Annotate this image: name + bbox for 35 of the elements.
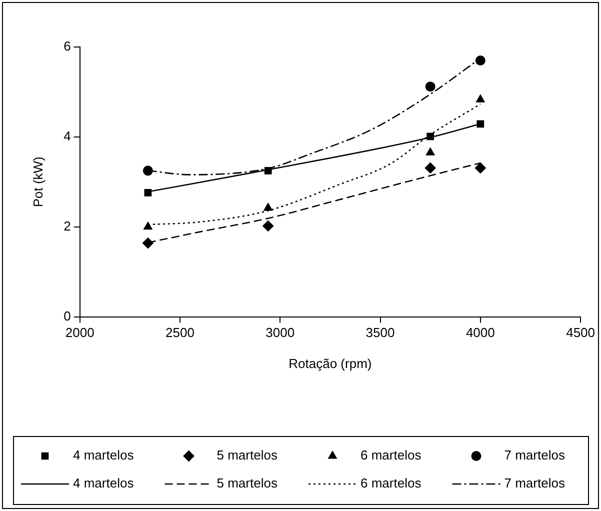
x-tick-label: 4000 <box>466 325 495 340</box>
point <box>144 189 152 196</box>
legend-label: 6 martelos <box>360 476 422 491</box>
legend-label: 4 martelos <box>73 476 134 491</box>
x-tick-label: 2000 <box>65 325 94 340</box>
y-tick-label: 2 <box>64 218 71 234</box>
y-tick-label: 0 <box>64 308 71 324</box>
point <box>142 166 153 176</box>
legend-label: 4 martelos <box>73 448 134 463</box>
x-tick-label: 3500 <box>366 325 395 340</box>
point <box>476 120 484 128</box>
legend-label: 5 martelos <box>216 476 278 491</box>
point <box>426 132 434 140</box>
y-tick-label: 6 <box>64 38 71 54</box>
point <box>142 238 154 249</box>
x-tick-label: 4500 <box>566 325 595 340</box>
point <box>264 202 272 211</box>
point <box>474 162 486 174</box>
legend-label: 6 martelos <box>360 448 422 463</box>
point <box>262 220 274 232</box>
x-tick-label: 3000 <box>266 325 295 340</box>
point <box>264 166 272 174</box>
point <box>475 55 486 66</box>
y-axis-title: Pot (kW) <box>30 156 46 208</box>
legend-label: 7 martelos <box>504 476 566 491</box>
legend-label: 7 martelos <box>504 448 566 463</box>
point <box>425 82 436 92</box>
point <box>144 222 152 230</box>
point <box>424 162 436 174</box>
point <box>476 94 485 102</box>
point <box>426 148 435 156</box>
y-tick-label: 4 <box>64 128 71 144</box>
x-tick-label: 2500 <box>166 325 194 340</box>
legend-label: 5 martelos <box>216 448 278 463</box>
x-axis-title: Rotação (rpm) <box>288 356 372 371</box>
